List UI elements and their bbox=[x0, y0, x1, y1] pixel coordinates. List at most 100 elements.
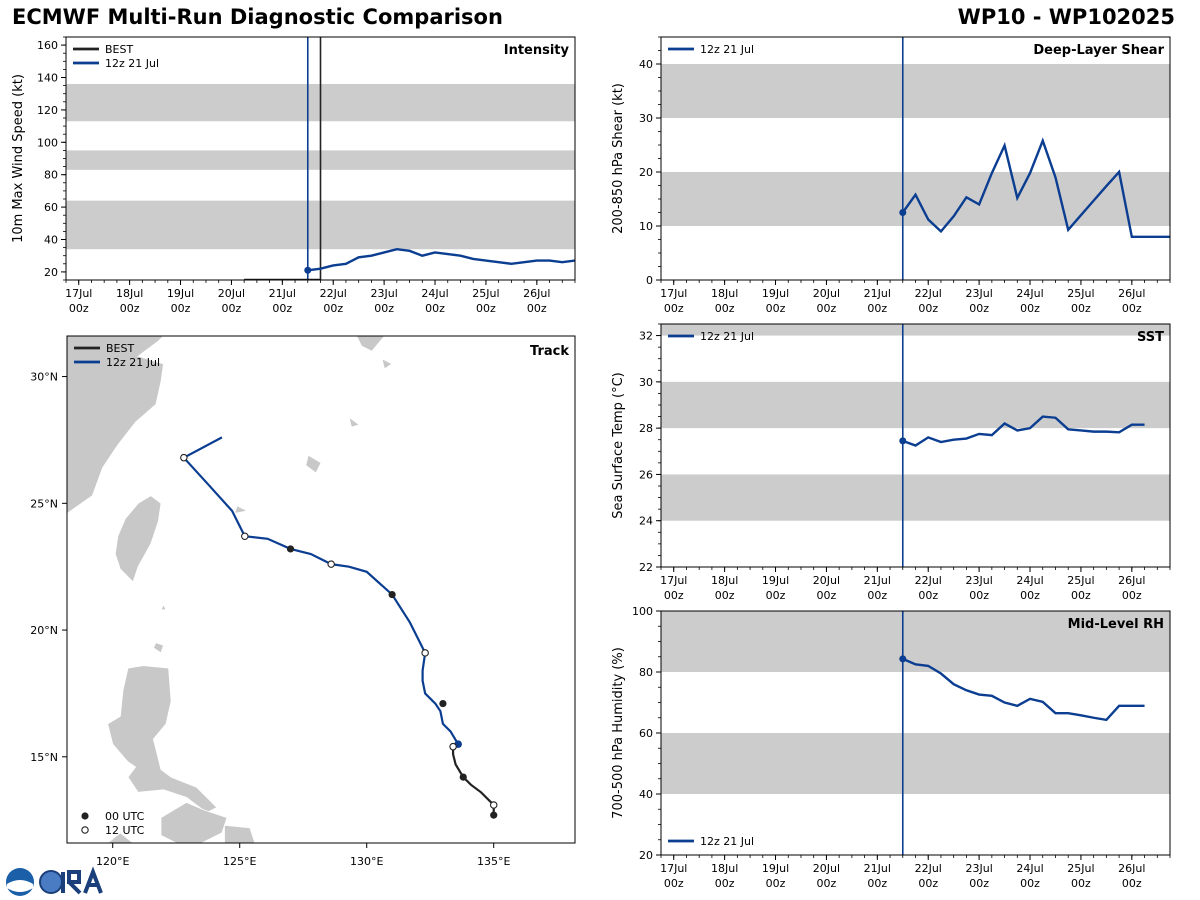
x-tick-label: 18Jul bbox=[711, 287, 738, 300]
x-tick-label: 25Jul bbox=[472, 287, 499, 300]
lat-tick-label: 30°N bbox=[30, 371, 58, 384]
reference-band bbox=[661, 474, 1170, 521]
x-tick-label: 25Jul bbox=[1067, 862, 1094, 875]
series-line bbox=[901, 137, 1170, 239]
x-tick-sublabel: 00z bbox=[171, 302, 191, 315]
y-tick-label: 100 bbox=[632, 605, 653, 618]
x-tick-label: 23Jul bbox=[965, 574, 992, 587]
x-tick-sublabel: 00z bbox=[1122, 302, 1142, 315]
rh-chart: 20 40 60 80 100 17Jul 00z 18Jul 00z 19Jul 00z 20Jul… bbox=[611, 605, 1171, 890]
x-tick-sublabel: 00z bbox=[664, 302, 684, 315]
page-title: ECMWF Multi-Run Diagnostic Comparison bbox=[12, 5, 503, 29]
marker-12utc bbox=[421, 649, 429, 657]
series-line bbox=[307, 248, 575, 272]
legend-label: BEST bbox=[106, 342, 134, 355]
cira-logo bbox=[6, 866, 103, 896]
legend-label: 12z 21 Jul bbox=[700, 43, 754, 56]
y-tick-label: 40 bbox=[639, 58, 653, 71]
mindoro-south bbox=[106, 832, 134, 843]
x-tick-label: 22Jul bbox=[915, 287, 942, 300]
miyako-island bbox=[234, 505, 249, 514]
y-tick-label: 80 bbox=[44, 169, 58, 182]
x-tick-sublabel: 00z bbox=[1020, 589, 1040, 602]
reference-band bbox=[661, 172, 1170, 226]
reference-band bbox=[661, 733, 1170, 794]
legend-marker-00utc bbox=[81, 812, 89, 820]
x-tick-sublabel: 00z bbox=[715, 302, 735, 315]
x-tick-label: 17Jul bbox=[660, 574, 687, 587]
x-tick-label: 20Jul bbox=[813, 574, 840, 587]
y-tick-label: 100 bbox=[37, 136, 58, 149]
track-map: 120°E 125°E 130°E 135°E 15°N 20°N 25°N 30°N Trac… bbox=[30, 335, 576, 868]
x-tick-sublabel: 00z bbox=[1020, 877, 1040, 890]
legend-label: 12z 21 Jul bbox=[105, 57, 159, 70]
x-tick-sublabel: 00z bbox=[425, 302, 445, 315]
lat-tick-label: 25°N bbox=[30, 497, 58, 510]
x-tick-label: 25Jul bbox=[1067, 287, 1094, 300]
x-tick-sublabel: 00z bbox=[374, 302, 394, 315]
storm-id: WP10 - WP102025 bbox=[957, 5, 1175, 29]
y-tick-label: 0 bbox=[646, 274, 653, 287]
x-tick-sublabel: 00z bbox=[715, 589, 735, 602]
x-tick-sublabel: 00z bbox=[817, 877, 837, 890]
y-axis-label: 10m Max Wind Speed (kt) bbox=[11, 74, 26, 243]
legend-label: 12z 21 Jul bbox=[106, 356, 160, 369]
lat-tick-label: 20°N bbox=[30, 624, 58, 637]
reference-band bbox=[661, 324, 1170, 336]
x-tick-label: 21Jul bbox=[269, 287, 296, 300]
x-tick-sublabel: 00z bbox=[69, 302, 89, 315]
sst-chart: 22 24 26 28 30 32 17Jul 00z 18Jul 00z 19Jul 00z 20Ju… bbox=[611, 323, 1171, 602]
marker-12utc bbox=[489, 801, 498, 809]
x-tick-sublabel: 00z bbox=[1122, 877, 1142, 890]
x-tick-label: 22Jul bbox=[320, 287, 347, 300]
lon-tick-label: 125°E bbox=[223, 855, 256, 868]
batanes-island bbox=[160, 603, 167, 611]
x-tick-label: 26Jul bbox=[1118, 287, 1145, 300]
x-tick-label: 17Jul bbox=[660, 862, 687, 875]
x-tick-sublabel: 00z bbox=[1071, 589, 1091, 602]
forecast-track bbox=[182, 436, 460, 745]
x-tick-sublabel: 00z bbox=[766, 877, 786, 890]
x-tick-label: 19Jul bbox=[167, 287, 194, 300]
x-tick-sublabel: 00z bbox=[918, 302, 938, 315]
map-area bbox=[67, 336, 498, 843]
x-tick-sublabel: 00z bbox=[969, 877, 989, 890]
x-tick-label: 24Jul bbox=[1016, 287, 1043, 300]
x-tick-sublabel: 00z bbox=[476, 302, 496, 315]
x-tick-sublabel: 00z bbox=[766, 589, 786, 602]
x-tick-label: 26Jul bbox=[1118, 862, 1145, 875]
legend-label: 00 UTC bbox=[105, 810, 145, 823]
x-tick-label: 18Jul bbox=[711, 862, 738, 875]
y-tick-label: 120 bbox=[37, 104, 58, 117]
x-tick-label: 20Jul bbox=[813, 287, 840, 300]
x-tick-label: 24Jul bbox=[1016, 862, 1043, 875]
y-axis-label: 700-500 hPa Humidity (%) bbox=[611, 647, 626, 819]
legend-marker-12utc bbox=[81, 826, 89, 834]
x-tick-label: 18Jul bbox=[116, 287, 143, 300]
x-tick-sublabel: 00z bbox=[918, 877, 938, 890]
y-tick-label: 20 bbox=[639, 166, 653, 179]
x-tick-label: 24Jul bbox=[1016, 574, 1043, 587]
x-tick-sublabel: 00z bbox=[222, 302, 242, 315]
x-tick-sublabel: 00z bbox=[867, 589, 887, 602]
visayas bbox=[160, 801, 228, 843]
analysis-point bbox=[899, 209, 907, 216]
panel-label: SST bbox=[1137, 330, 1164, 345]
marker-00utc bbox=[490, 811, 498, 819]
marker-12utc bbox=[449, 742, 457, 751]
x-tick-label: 25Jul bbox=[1067, 574, 1094, 587]
samar bbox=[224, 824, 256, 843]
y-tick-label: 60 bbox=[44, 201, 58, 214]
lon-tick-label: 130°E bbox=[350, 855, 383, 868]
x-tick-sublabel: 00z bbox=[1122, 589, 1142, 602]
plot-area bbox=[661, 611, 1170, 855]
x-tick-label: 21Jul bbox=[864, 287, 891, 300]
x-tick-sublabel: 00z bbox=[323, 302, 343, 315]
y-tick-label: 20 bbox=[44, 266, 58, 279]
y-axis-label: Sea Surface Temp (°C) bbox=[611, 372, 626, 519]
x-tick-sublabel: 00z bbox=[766, 302, 786, 315]
y-tick-label: 30 bbox=[639, 376, 653, 389]
y-tick-label: 30 bbox=[639, 112, 653, 125]
reference-band bbox=[661, 64, 1170, 118]
x-tick-label: 20Jul bbox=[218, 287, 245, 300]
